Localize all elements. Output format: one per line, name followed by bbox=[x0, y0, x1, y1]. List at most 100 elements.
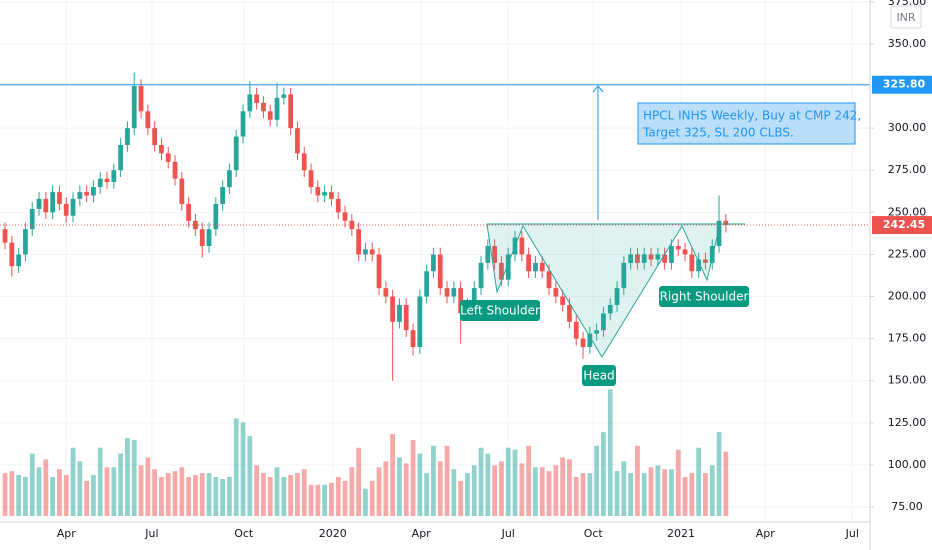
candle-body bbox=[308, 170, 314, 188]
volume-bar bbox=[675, 449, 681, 516]
y-tick-label: 350.00 bbox=[888, 37, 927, 50]
candle-body bbox=[329, 192, 334, 199]
volume-bar bbox=[607, 389, 613, 516]
candle-body bbox=[199, 229, 205, 247]
volume-bar bbox=[159, 477, 164, 516]
candle-body bbox=[254, 94, 260, 103]
volume-bar bbox=[703, 473, 708, 516]
y-tick-label: 225.00 bbox=[888, 247, 927, 260]
volume-bar bbox=[213, 477, 219, 516]
candle-body bbox=[233, 136, 239, 171]
volume-bar bbox=[383, 461, 389, 516]
volume-bar bbox=[546, 471, 552, 516]
volume-bar bbox=[669, 469, 674, 516]
candle-body bbox=[709, 246, 715, 263]
candle-body bbox=[125, 128, 130, 145]
volume-bar bbox=[322, 484, 328, 516]
volume-bar bbox=[526, 445, 532, 516]
label-box bbox=[582, 365, 616, 386]
volume-bar bbox=[152, 469, 158, 516]
candle-body bbox=[451, 288, 457, 297]
volume-bar bbox=[267, 477, 273, 516]
candle-body bbox=[614, 288, 620, 305]
volume-bar bbox=[723, 451, 729, 516]
y-tick-label: 250.00 bbox=[888, 205, 927, 218]
volume-bar bbox=[505, 447, 511, 516]
volume-bar bbox=[403, 463, 409, 516]
volume-bar bbox=[220, 478, 226, 516]
candle-body bbox=[546, 271, 552, 289]
candle-body bbox=[104, 178, 110, 183]
volume-bar bbox=[315, 484, 321, 516]
volume-bar bbox=[118, 453, 124, 516]
volume-bar bbox=[50, 477, 56, 516]
candle-body bbox=[567, 304, 572, 322]
volume-bar bbox=[145, 457, 151, 516]
volume-bar bbox=[533, 467, 538, 516]
candle-body bbox=[621, 262, 627, 289]
volume-bar bbox=[84, 480, 90, 516]
candle-body bbox=[97, 178, 103, 188]
volume-bar bbox=[36, 467, 42, 516]
candle-body bbox=[57, 192, 62, 204]
candle-body bbox=[267, 111, 273, 120]
volume-bar bbox=[573, 477, 579, 516]
candle-body bbox=[437, 254, 443, 289]
candle-body bbox=[478, 262, 484, 289]
y-tick-label: 275.00 bbox=[888, 163, 927, 176]
volume-bar bbox=[261, 473, 266, 516]
candle-body bbox=[641, 254, 647, 263]
y-tick-label: 150.00 bbox=[888, 374, 927, 387]
candle-body bbox=[43, 198, 49, 213]
y-tick-label: 100.00 bbox=[888, 458, 927, 471]
volume-bar bbox=[397, 457, 402, 516]
note-text: Target 325, SL 200 CLBS. bbox=[642, 126, 794, 140]
candle-body bbox=[29, 208, 35, 230]
volume-bar bbox=[363, 488, 368, 516]
candle-body bbox=[675, 246, 681, 250]
candle-body bbox=[2, 229, 8, 243]
volume-bar bbox=[274, 467, 280, 516]
label-box bbox=[659, 286, 749, 307]
candle-body bbox=[424, 271, 430, 297]
x-tick-label: Apr bbox=[57, 527, 77, 540]
candle-body bbox=[485, 246, 491, 263]
note-text: HPCL INHS Weekly, Buy at CMP 242, bbox=[643, 109, 861, 123]
volume-bar bbox=[431, 445, 436, 516]
volume-bar bbox=[138, 465, 144, 516]
volume-bar bbox=[97, 447, 103, 516]
volume-bar bbox=[349, 467, 355, 516]
volume-bar bbox=[165, 473, 171, 516]
candle-body bbox=[444, 288, 450, 297]
volume-bar bbox=[206, 473, 212, 516]
volume-bar bbox=[655, 465, 661, 516]
volume-bar bbox=[23, 477, 28, 516]
volume-bar bbox=[240, 422, 246, 516]
volume-bar bbox=[560, 457, 566, 516]
candle-body bbox=[152, 128, 158, 145]
volume-bar bbox=[601, 432, 606, 516]
volume-bar bbox=[247, 436, 253, 516]
volume-bar bbox=[716, 432, 722, 516]
volume-bar bbox=[641, 473, 647, 516]
pattern-label: Right Shoulder bbox=[660, 290, 749, 304]
volume-bar bbox=[376, 467, 382, 516]
candle-body bbox=[519, 237, 525, 255]
volume-bar bbox=[648, 467, 654, 516]
volume-bar bbox=[580, 473, 586, 516]
candle-body bbox=[662, 254, 668, 263]
candle-body bbox=[363, 249, 368, 255]
candle-body bbox=[301, 153, 307, 171]
candle-body bbox=[553, 288, 559, 297]
volume-bar bbox=[478, 447, 484, 516]
candle-body bbox=[471, 288, 477, 305]
volume-bar bbox=[696, 447, 702, 516]
volume-bar bbox=[369, 480, 375, 516]
volume-bar bbox=[410, 439, 416, 516]
candle-body bbox=[635, 254, 640, 263]
candle-body bbox=[322, 192, 328, 196]
candle-body bbox=[77, 192, 83, 199]
candle-body bbox=[9, 242, 15, 267]
candle-body bbox=[50, 192, 56, 213]
price-label-box bbox=[872, 216, 932, 235]
